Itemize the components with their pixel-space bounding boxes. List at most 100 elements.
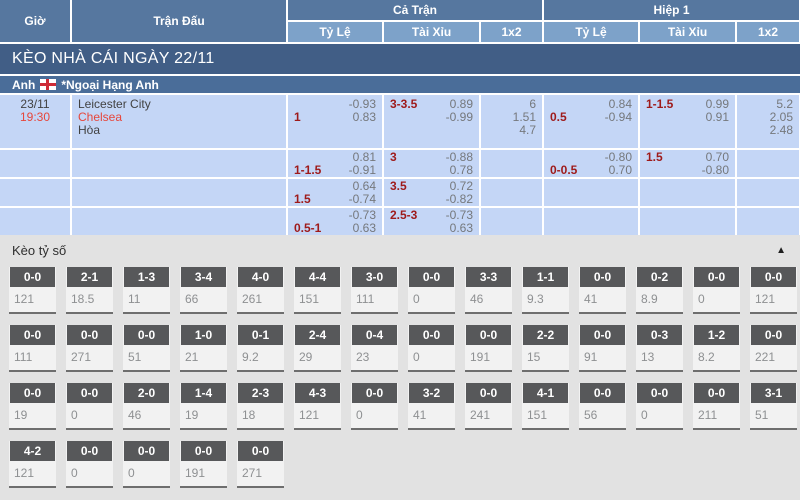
- score-odds-value: 271: [71, 350, 92, 364]
- score-cell[interactable]: 0-0 211: [693, 383, 740, 430]
- score-cell[interactable]: 0-1 9.2: [237, 325, 284, 372]
- score-cell[interactable]: 0-0 91: [579, 325, 626, 372]
- h1-over-under-cell[interactable]: 1.5 0.70 -0.80: [640, 150, 735, 177]
- score-cell[interactable]: 0-0 271: [237, 441, 284, 488]
- ft-over-under-cell[interactable]: 3-3.5 0.89 -0.99: [384, 95, 479, 148]
- score-label: 0-0: [637, 383, 682, 403]
- score-cell[interactable]: 0-0 0: [408, 325, 455, 372]
- ft-over-under-cell[interactable]: 3.5 0.72 -0.82: [384, 179, 479, 206]
- score-cell[interactable]: 0-0 19: [9, 383, 56, 430]
- score-row: 4-2 121 0-0 0 0-0 0 0-0 191 0-0 271: [9, 441, 800, 488]
- score-cell[interactable]: 0-0 271: [66, 325, 113, 372]
- odds-value: 4.7: [519, 123, 536, 137]
- score-cell[interactable]: 4-4 151: [294, 267, 341, 314]
- score-label: 0-0: [409, 325, 454, 345]
- score-cell[interactable]: 4-0 261: [237, 267, 284, 314]
- score-cell[interactable]: 3-0 111: [351, 267, 398, 314]
- odds-line: [390, 124, 473, 137]
- odds-line: [646, 124, 729, 137]
- score-label: 3-1: [751, 383, 796, 403]
- ft-over-under-cell[interactable]: 3 -0.88 0.78: [384, 150, 479, 177]
- score-cell[interactable]: 0-0 0: [66, 441, 113, 488]
- score-cell[interactable]: 2-4 29: [294, 325, 341, 372]
- ft-1x2-cell: [481, 150, 542, 177]
- score-cell[interactable]: 0-0 0: [408, 267, 455, 314]
- odds-line: 0.64: [294, 180, 376, 193]
- score-label: 4-1: [523, 383, 568, 403]
- score-cell[interactable]: 3-3 46: [465, 267, 512, 314]
- handicap-line-value: 0.5: [550, 110, 567, 124]
- score-cell[interactable]: 4-3 121: [294, 383, 341, 430]
- england-flag-icon: [40, 79, 57, 90]
- score-cell[interactable]: 0-0 41: [579, 267, 626, 314]
- score-odds-value: 46: [470, 292, 484, 306]
- score-cell[interactable]: 3-1 51: [750, 383, 797, 430]
- score-cell[interactable]: 0-0 121: [9, 267, 56, 314]
- score-cell[interactable]: 0-0 191: [465, 325, 512, 372]
- ft-handicap-cell[interactable]: 0.81 1-1.5 -0.91: [288, 150, 382, 177]
- score-label: 0-0: [694, 383, 739, 403]
- ft-1x2-cell[interactable]: 6 1.51 4.7: [481, 95, 542, 148]
- score-cell[interactable]: 2-0 46: [123, 383, 170, 430]
- score-cell[interactable]: 0-4 23: [351, 325, 398, 372]
- score-odds-value: 271: [242, 466, 263, 480]
- ft-over-under-cell[interactable]: 2.5-3 -0.73 0.63: [384, 208, 479, 235]
- score-cell[interactable]: 1-4 19: [180, 383, 227, 430]
- score-cell[interactable]: 0-0 0: [123, 441, 170, 488]
- score-cell[interactable]: 4-2 121: [9, 441, 56, 488]
- score-cell[interactable]: 4-1 151: [522, 383, 569, 430]
- h1-1x2-cell[interactable]: 5.2 2.05 2.48: [737, 95, 799, 148]
- score-cell[interactable]: 0-0 0: [636, 383, 683, 430]
- score-label: 2-4: [295, 325, 340, 345]
- ft-handicap-cell[interactable]: -0.73 0.5-1 0.63: [288, 208, 382, 235]
- subcol-header-ft-over-under: Tài Xỉu: [384, 22, 479, 42]
- score-cell[interactable]: 3-2 41: [408, 383, 455, 430]
- score-cell[interactable]: 0-0 56: [579, 383, 626, 430]
- score-cell[interactable]: 1-3 11: [123, 267, 170, 314]
- odds-value: 0.63: [352, 221, 376, 235]
- score-odds-value: 11: [128, 292, 141, 306]
- odds-line: [743, 193, 793, 206]
- score-cell[interactable]: 0-0 221: [750, 325, 797, 372]
- score-odds-value: 21: [185, 350, 199, 364]
- ft-handicap-cell[interactable]: -0.93 1 0.83: [288, 95, 382, 148]
- subcol-header-h1-1x2: 1x2: [737, 22, 799, 42]
- h1-handicap-cell[interactable]: 0.84 0.5 -0.94: [544, 95, 638, 148]
- score-cell[interactable]: 0-0 51: [123, 325, 170, 372]
- score-odds-value: 121: [14, 466, 35, 480]
- handicap-line-value: 2.5-3: [390, 208, 418, 222]
- score-cell[interactable]: 0-0 0: [351, 383, 398, 430]
- score-cell[interactable]: 0-0 241: [465, 383, 512, 430]
- handicap-line-value: 1-1.5: [646, 97, 674, 111]
- score-odds-value: 41: [584, 292, 598, 306]
- score-cell[interactable]: 1-0 21: [180, 325, 227, 372]
- odds-value: -0.99: [445, 110, 473, 124]
- score-odds-value: 0: [413, 292, 420, 306]
- handicap-line-value: 0-0.5: [550, 163, 578, 177]
- score-odds-value: 91: [584, 350, 598, 364]
- score-cell[interactable]: 2-2 15: [522, 325, 569, 372]
- h1-handicap-cell[interactable]: -0.80 0-0.5 0.70: [544, 150, 638, 177]
- score-cell[interactable]: 0-0 191: [180, 441, 227, 488]
- score-cell[interactable]: 0-3 13: [636, 325, 683, 372]
- score-cell[interactable]: 2-3 18: [237, 383, 284, 430]
- group-header-first-half: Hiệp 1: [544, 0, 799, 20]
- col-header-match: Trận Đấu: [72, 0, 286, 42]
- ft-handicap-cell[interactable]: 0.64 1.5 -0.74: [288, 179, 382, 206]
- score-label: 0-0: [694, 267, 739, 287]
- collapse-triangle-up-icon[interactable]: ▲: [776, 244, 786, 256]
- score-label: 2-0: [124, 383, 169, 403]
- score-cell[interactable]: 3-4 66: [180, 267, 227, 314]
- handicap-line-value: 0.5-1: [294, 221, 322, 235]
- h1-over-under-cell[interactable]: 1-1.5 0.99 0.91: [640, 95, 735, 148]
- match-time: 19:30: [19, 110, 51, 124]
- score-cell[interactable]: 0-0 0: [693, 267, 740, 314]
- score-cell[interactable]: 0-2 8.9: [636, 267, 683, 314]
- score-cell[interactable]: 1-1 9.3: [522, 267, 569, 314]
- score-cell[interactable]: 2-1 18.5: [66, 267, 113, 314]
- handicap-line-value: 3: [390, 150, 397, 164]
- score-cell[interactable]: 0-0 111: [9, 325, 56, 372]
- score-cell[interactable]: 1-2 8.2: [693, 325, 740, 372]
- score-cell[interactable]: 0-0 121: [750, 267, 797, 314]
- score-cell[interactable]: 0-0 0: [66, 383, 113, 430]
